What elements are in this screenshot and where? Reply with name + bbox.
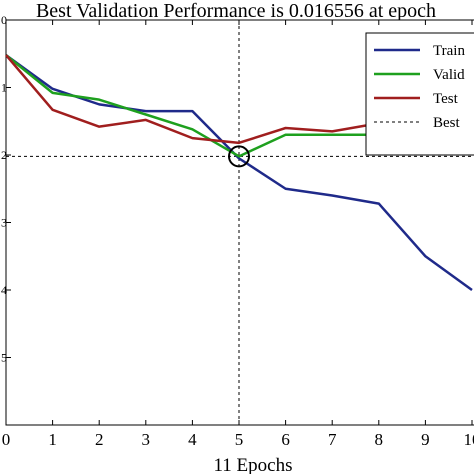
- legend-box: [365, 32, 474, 156]
- legend-label-best: Best: [433, 115, 461, 131]
- x-tick-label: 6: [281, 430, 290, 449]
- best-marker: [228, 145, 250, 168]
- y-tick-label: 1: [1, 81, 7, 95]
- x-tick-label: 9: [421, 430, 430, 449]
- legend-label-train: Train: [433, 43, 465, 59]
- y-tick-label: 0: [1, 13, 7, 27]
- x-tick-label: 10: [464, 430, 474, 449]
- x-tick-label: 3: [142, 430, 151, 449]
- y-tick-label: 4: [1, 283, 7, 297]
- x-tick-label: 0: [2, 430, 11, 449]
- x-tick-label: 4: [188, 430, 197, 449]
- x-tick-label: 2: [95, 430, 104, 449]
- x-axis-label: 11 Epochs: [214, 455, 293, 474]
- legend-label-test: Test: [433, 91, 459, 107]
- chart-title: Best Validation Performance is 0.016556 …: [36, 0, 436, 22]
- y-tick-label: 5: [1, 351, 7, 365]
- x-tick-label: 8: [375, 430, 384, 449]
- x-tick-label: 7: [328, 430, 337, 449]
- y-tick-label: 2: [1, 148, 7, 162]
- legend-label-validation: Valid: [433, 67, 465, 83]
- x-tick-label: 1: [48, 430, 57, 449]
- x-tick-label: 5: [235, 430, 244, 449]
- y-tick-label: 3: [1, 216, 7, 230]
